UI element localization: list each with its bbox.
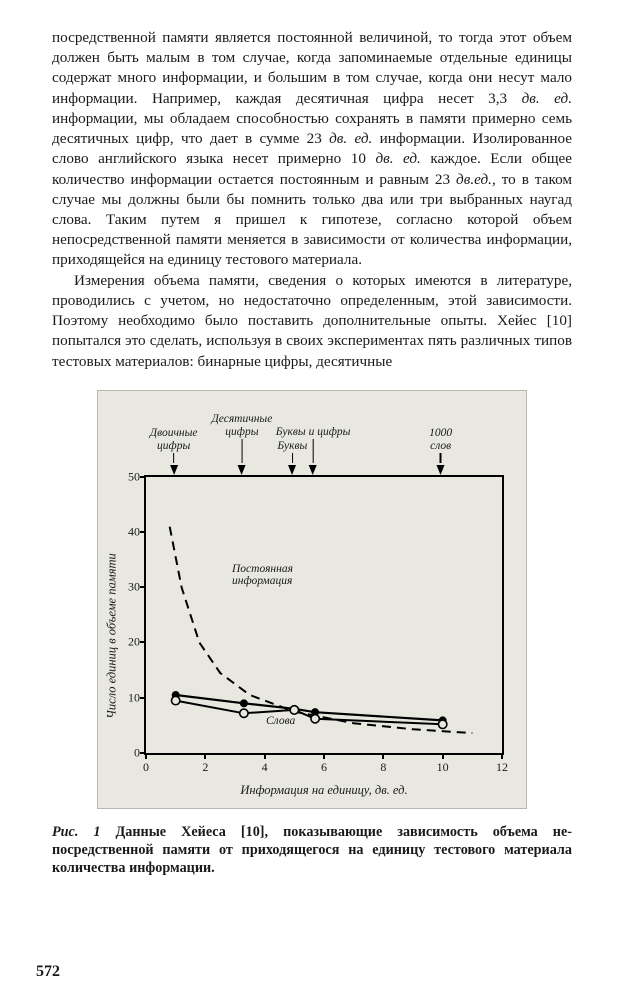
series-line [176,700,443,724]
series-line [170,526,473,732]
p1-u2: дв. ед. [329,130,372,147]
series-marker [171,696,179,704]
ytick-label: 20 [118,635,140,650]
xtick-line [204,753,206,759]
ytick-label: 40 [118,524,140,539]
ytick-label: 10 [118,690,140,705]
xtick-label: 4 [262,760,268,775]
xtick-label: 0 [143,760,149,775]
xtick-label: 10 [437,760,449,775]
p1-u3: дв. ед. [375,150,420,167]
top-arrow-label: Буквы и цифры [276,426,351,475]
x-axis-label: Информация на единицу, дв. ед. [144,783,504,798]
xtick-line [501,753,503,759]
xtick-line [145,753,147,759]
page-number: 572 [36,963,60,981]
figure-top-labels: Двоичные цифрыДесятичные цифрыБуквыБуквы… [106,397,518,475]
xtick-label: 2 [202,760,208,775]
xtick-label: 6 [321,760,327,775]
xtick-label: 12 [496,760,508,775]
top-arrow-label: Десятичные цифры [211,413,272,474]
series-marker [240,709,248,717]
top-arrow-label: Двоичные цифры [150,427,198,474]
p1-u1: дв. ед. [522,90,572,107]
series-marker [438,720,446,728]
ytick-label: 0 [118,745,140,760]
ytick-line [140,531,146,533]
caption-lead: Рис. 1 [52,824,101,840]
ytick-label: 30 [118,580,140,595]
paragraph-1: посредственной памяти является постоянно… [52,28,572,271]
figure-1: Двоичные цифрыДесятичные цифрыБуквыБуквы… [97,390,527,809]
series-marker [290,705,298,713]
p1-u4: дв.ед. [456,171,492,188]
xtick-line [382,753,384,759]
ytick-line [140,476,146,478]
top-arrow-label: 1000 слов [429,427,452,474]
words-label: Слова [266,715,295,727]
xtick-line [442,753,444,759]
xtick-line [323,753,325,759]
ytick-line [140,641,146,643]
dashed-series-label: Постоянная информация [232,563,293,587]
ytick-line [140,697,146,699]
plot-svg [146,477,502,753]
xtick-label: 8 [380,760,386,775]
plot-area: Постоянная информация Слова 010203040500… [144,475,504,755]
series-marker [241,700,247,706]
caption-text: Данные Хейеса [10], показывающие зависим… [52,824,572,876]
ytick-label: 50 [118,469,140,484]
figure-caption: Рис. 1 Данные Хейеса [10], показывающие … [52,823,572,878]
p1-t1: посредственной памяти является постоянно… [52,29,572,107]
xtick-line [264,753,266,759]
ytick-line [140,586,146,588]
series-marker [311,714,319,722]
paragraph-2: Измерения объема памяти, сведения о кото… [52,271,572,372]
